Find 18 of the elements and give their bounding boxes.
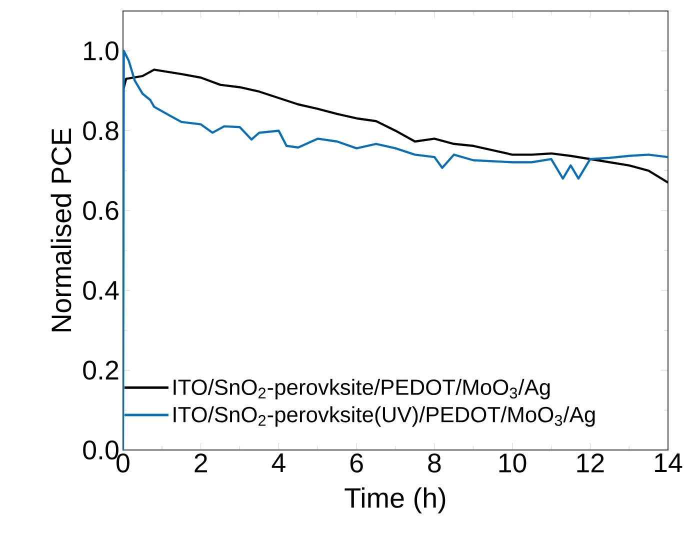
x-tick-label: 4 xyxy=(272,454,286,472)
x-tick-label: 6 xyxy=(350,454,363,473)
y-tick-label: 0.2 xyxy=(83,360,118,380)
y-axis-title: Normalised PCE xyxy=(50,128,72,332)
legend-label: ITO/SnO$_{2}$-perovksite(UV)/PEDOT/MoO$_{3}$/Ag xyxy=(174,406,595,427)
y-tick-label: 0.6 xyxy=(83,201,118,220)
x-tick-label: 10 xyxy=(499,454,526,473)
x-axis-title: Time (h) xyxy=(344,487,446,514)
x-tick-label: 0 xyxy=(116,454,130,473)
y-tick-label: 0.0 xyxy=(83,440,118,460)
y-tick-label: 0.8 xyxy=(83,121,118,140)
x-tick-label: 14 xyxy=(655,454,682,472)
x-tick-label: 8 xyxy=(428,454,441,473)
legend-label: ITO/SnO$_{2}$-perovksite/PEDOT/MoO$_{3}$/Ag xyxy=(174,378,550,400)
y-tick-label: 0.4 xyxy=(83,280,119,300)
x-tick-label: 2 xyxy=(194,454,207,472)
y-tick-label: 1.0 xyxy=(84,41,118,60)
x-tick-label: 12 xyxy=(577,454,604,472)
